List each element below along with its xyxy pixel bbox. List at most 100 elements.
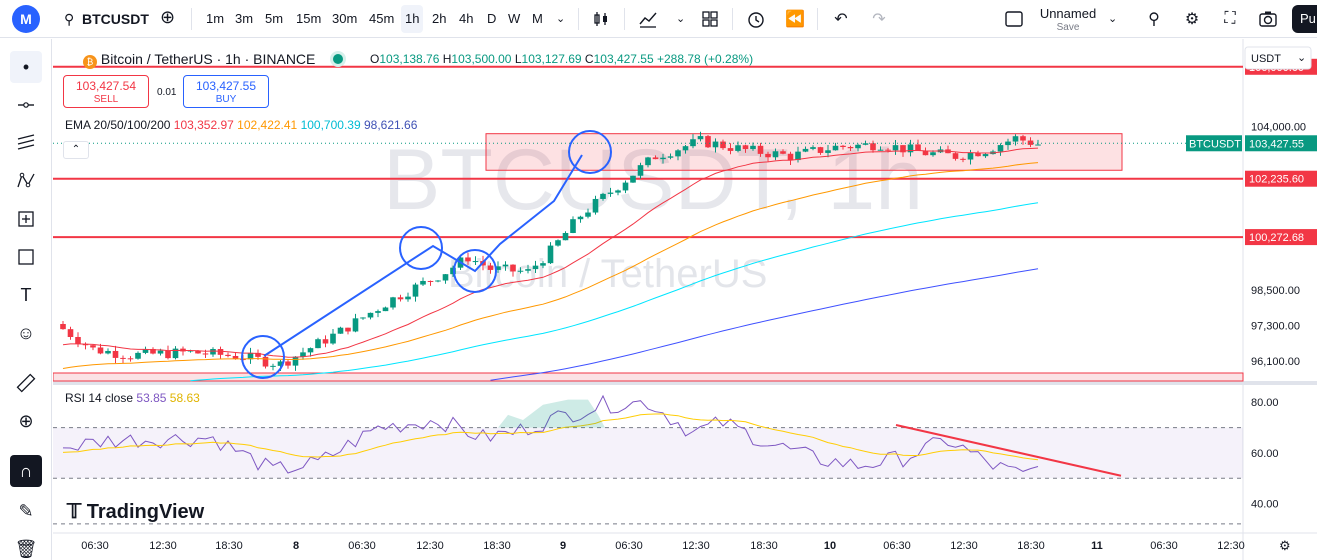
open-value: 103,138.76 <box>379 52 440 66</box>
alert-clock-icon[interactable] <box>745 8 767 30</box>
magnet-icon[interactable]: ∩ <box>10 455 42 487</box>
ema20-value: 103,352.97 <box>173 118 234 132</box>
low-label: L <box>514 52 522 66</box>
interval-4h[interactable]: 4h <box>459 11 474 26</box>
candle <box>1027 140 1034 145</box>
cursor-dot-icon[interactable]: • <box>10 51 42 83</box>
collapse-legend-button[interactable]: ⌃ <box>63 141 89 159</box>
watermark-name: Bitcoin / TetherUS <box>448 252 767 296</box>
candle <box>427 280 434 282</box>
symbol-search[interactable]: BTCUSDT <box>82 11 149 27</box>
ohlc-values: O103,138.76 H103,500.00 L103,127.69 C103… <box>370 52 753 66</box>
templates-grid-icon[interactable] <box>699 8 721 30</box>
chevron-down-icon[interactable]: ⌄ <box>1108 13 1118 25</box>
candle <box>375 311 381 313</box>
candle <box>397 297 404 300</box>
layout-square-icon[interactable] <box>1003 8 1025 30</box>
time-axis-label: 06:30 <box>348 540 376 552</box>
market-status-dot-icon <box>333 54 344 64</box>
interval-D[interactable]: D <box>487 11 497 26</box>
divider <box>817 8 818 30</box>
pattern-icon[interactable] <box>10 165 42 197</box>
interval-1h[interactable]: 1h <box>401 5 424 33</box>
trash-icon[interactable]: 🗑 <box>14 538 38 559</box>
top-toolbar: M ⚲ BTCUSDT ⊕ 1m 3m 5m 15m 30m 45m 1h 2h… <box>0 0 1317 38</box>
text-tool-icon[interactable]: T <box>20 284 32 305</box>
geometric-shapes-icon[interactable] <box>10 241 42 273</box>
candle <box>210 349 216 355</box>
fullscreen-icon[interactable]: ⛶ <box>1224 10 1236 27</box>
publish-button[interactable]: Pu <box>1292 5 1317 33</box>
candle <box>825 150 831 153</box>
indicators-icon[interactable] <box>637 8 659 30</box>
trend-line-icon[interactable] <box>10 89 42 121</box>
interval-45m[interactable]: 45m <box>369 11 395 26</box>
interval-5m[interactable]: 5m <box>265 11 284 26</box>
candle <box>337 327 344 334</box>
candle <box>705 136 711 148</box>
candle <box>150 348 156 354</box>
circle-drawing <box>568 130 612 174</box>
candle <box>630 175 636 183</box>
zoom-in-icon[interactable]: ⊕ <box>18 410 34 431</box>
candle <box>360 317 366 319</box>
resistance-box <box>485 133 1123 171</box>
fib-retracement-icon[interactable] <box>10 127 42 159</box>
rsi-tick-label: 80.00 <box>1251 397 1279 409</box>
candle <box>322 339 329 344</box>
emoji-icon[interactable]: ☺ <box>16 322 36 343</box>
interval-W[interactable]: W <box>508 11 521 26</box>
candle <box>660 157 666 160</box>
interval-1m[interactable]: 1m <box>206 11 225 26</box>
interval-3m[interactable]: 3m <box>235 11 254 26</box>
interval-30m[interactable]: 30m <box>332 11 358 26</box>
buy-button[interactable]: 103,427.55 BUY <box>183 75 269 108</box>
ema-legend[interactable]: EMA 20/50/100/200 103,352.97 102,422.41 … <box>65 118 417 132</box>
scale-settings-icon: ⚙ <box>1279 538 1291 553</box>
interval-M[interactable]: M <box>532 11 543 26</box>
candle <box>487 265 494 270</box>
time-axis-label: 06:30 <box>1150 540 1178 552</box>
candle <box>600 193 606 199</box>
candle <box>652 157 659 160</box>
tradingview-logo[interactable]: 𝕋 TradingView <box>67 499 204 524</box>
candle <box>412 284 419 297</box>
price-tick-label: 96,100.00 <box>1251 356 1300 368</box>
candle <box>517 270 524 272</box>
chevron-down-icon[interactable]: ⌄ <box>556 13 566 25</box>
candle <box>510 264 516 272</box>
sell-button[interactable]: 103,427.54 SELL <box>63 75 149 108</box>
search-icon[interactable]: ⚲ <box>64 11 75 27</box>
drawing-lock-pencil-icon[interactable]: ✎ <box>18 500 34 521</box>
layout-name[interactable]: Unnamed <box>1039 6 1097 21</box>
candle <box>622 182 629 191</box>
interval-15m[interactable]: 15m <box>296 11 322 26</box>
candle <box>75 336 81 344</box>
chevron-down-icon[interactable]: ⌄ <box>676 13 686 25</box>
candle <box>90 345 96 348</box>
candle <box>592 198 599 213</box>
symbol-legend[interactable]: ₿ Bitcoin / TetherUS · 1h · BINANCE <box>83 51 344 69</box>
ruler-measure-icon[interactable] <box>10 367 42 399</box>
time-axis-label: 12:30 <box>416 540 444 552</box>
candle <box>712 141 719 148</box>
settings-gear-icon[interactable]: ⚙ <box>1184 11 1200 28</box>
undo-icon[interactable]: ↶ <box>834 11 848 28</box>
candle <box>787 153 794 161</box>
divider <box>578 8 579 30</box>
replay-icon[interactable]: ⏪ <box>785 11 805 28</box>
quick-search-icon[interactable]: ⚲ <box>1148 11 1160 28</box>
rsi-legend[interactable]: RSI 14 close 53.85 58.63 <box>65 391 200 405</box>
candle <box>645 157 651 166</box>
candles-chart-type-icon[interactable] <box>590 8 612 30</box>
user-avatar-icon[interactable]: M <box>12 5 40 33</box>
interval-2h[interactable]: 2h <box>432 11 447 26</box>
rsi-ma-line <box>62 413 1039 461</box>
camera-snapshot-icon[interactable] <box>1257 8 1279 30</box>
forecasting-icon[interactable] <box>10 203 42 235</box>
candle <box>435 280 441 282</box>
redo-icon[interactable]: ↷ <box>872 11 886 28</box>
compare-add-icon[interactable]: ⊕ <box>160 7 176 27</box>
